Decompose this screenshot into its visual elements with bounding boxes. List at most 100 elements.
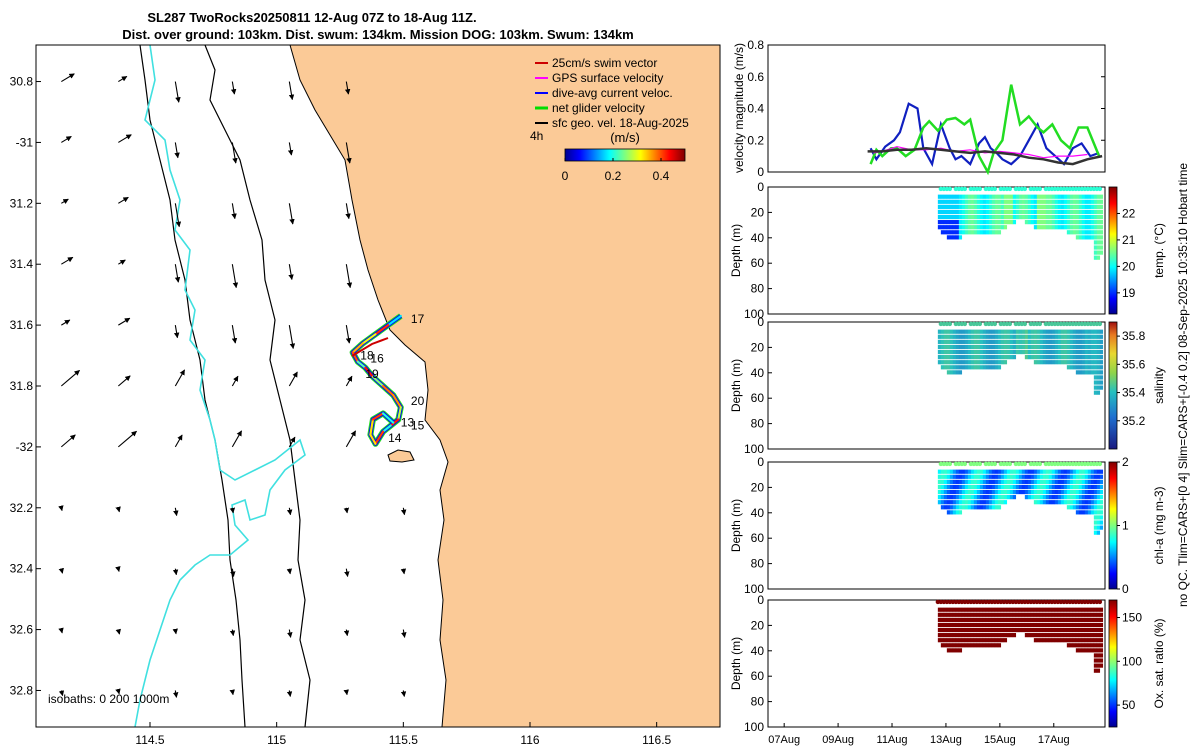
section-cell (1024, 334, 1029, 339)
section-cell (1099, 607, 1104, 612)
section-cell (955, 633, 960, 638)
section-cell (982, 360, 987, 365)
section-cell (1039, 225, 1044, 230)
section-cell (1099, 633, 1104, 638)
section-cell (949, 469, 954, 474)
section-cell (1090, 627, 1095, 633)
section-cell (1000, 500, 1005, 505)
section-cell (1060, 474, 1065, 479)
section-cell (958, 489, 963, 495)
section-cell (1027, 479, 1032, 484)
section-cell (1093, 638, 1098, 643)
section-cell (1084, 220, 1089, 225)
section-cell (1045, 612, 1050, 617)
section-cell (967, 633, 972, 638)
section-cell (991, 627, 996, 633)
section-cell (1081, 474, 1086, 479)
section-cell (952, 500, 957, 505)
section-cell (973, 617, 978, 622)
swim-vector (351, 337, 389, 357)
section-cell (1057, 334, 1062, 339)
section-cell (1009, 627, 1014, 633)
svg-text:net glider velocity: net glider velocity (552, 101, 645, 115)
surface-vector (286, 507, 293, 516)
section-cell (1072, 643, 1077, 648)
section-cell (1084, 339, 1089, 344)
section-cell (1081, 344, 1086, 350)
section-cell (973, 360, 978, 365)
section-cell (997, 607, 1002, 612)
section-cell (937, 209, 942, 215)
section-cell (958, 199, 963, 204)
section-cell (997, 230, 1002, 235)
colorbar-tick-label: 20 (1122, 259, 1136, 273)
section-cell (1078, 235, 1083, 240)
colorbar-units: (m/s) (610, 130, 640, 145)
section-cell (982, 355, 987, 360)
surface-vector (230, 568, 236, 578)
section-cell (973, 194, 978, 199)
section-cell (1075, 500, 1080, 505)
section-cell (1054, 225, 1059, 230)
section-cell (955, 617, 960, 622)
section-cell (1075, 622, 1080, 628)
section-cell (964, 638, 969, 643)
section-cell (1096, 607, 1101, 612)
section-cell (1006, 209, 1011, 215)
section-cell (1078, 489, 1083, 495)
section-cell (961, 484, 966, 490)
section-cell (985, 505, 990, 510)
section-cell (973, 643, 978, 648)
section-cell (988, 479, 993, 484)
section-cell (1033, 194, 1038, 199)
section-cell (973, 495, 978, 500)
section-cell (1045, 627, 1050, 633)
section-cell (952, 339, 957, 344)
section-cell (1054, 500, 1059, 505)
section-cell (1057, 489, 1062, 495)
section-cell (1093, 199, 1098, 204)
section-cell (991, 500, 996, 505)
section-cell (961, 633, 966, 638)
section-cell (1072, 344, 1077, 350)
section-cell (1075, 225, 1080, 230)
section-cell (1024, 627, 1029, 633)
section-cell (1069, 209, 1074, 215)
section-cell (949, 355, 954, 360)
section-cell (1024, 633, 1029, 638)
section-cell (970, 469, 975, 474)
section-cell (1096, 204, 1101, 209)
section-cell (979, 365, 984, 370)
section-cell (985, 230, 990, 235)
section-cell (994, 365, 999, 370)
section-cell (1081, 349, 1086, 355)
section-cell (979, 329, 984, 334)
section-cell (973, 344, 978, 350)
section-cell (979, 633, 984, 638)
section-cell (964, 627, 969, 633)
section-cell (940, 225, 945, 230)
section-cell (1063, 349, 1068, 355)
section-cell (1081, 495, 1086, 500)
section-cell (1078, 617, 1083, 622)
section-cell (988, 204, 993, 209)
section-cell (1078, 220, 1083, 225)
section-cell (946, 505, 951, 510)
section-cell (1090, 479, 1095, 484)
section-cell (1030, 633, 1035, 638)
section-cell (1057, 225, 1062, 230)
section-cell (1042, 199, 1047, 204)
section-cell (1051, 495, 1056, 500)
section-cell (1003, 225, 1008, 230)
section-cell (994, 194, 999, 199)
section-cell (1033, 355, 1038, 360)
section-cell (1060, 484, 1065, 490)
section-cell (1096, 530, 1101, 535)
section-cell (1066, 612, 1071, 617)
section-cell (940, 622, 945, 628)
section-cell (952, 225, 957, 230)
section-cell (1063, 204, 1068, 209)
section-cell (1081, 489, 1086, 495)
section-cell (943, 225, 948, 230)
section-cell (937, 360, 942, 365)
